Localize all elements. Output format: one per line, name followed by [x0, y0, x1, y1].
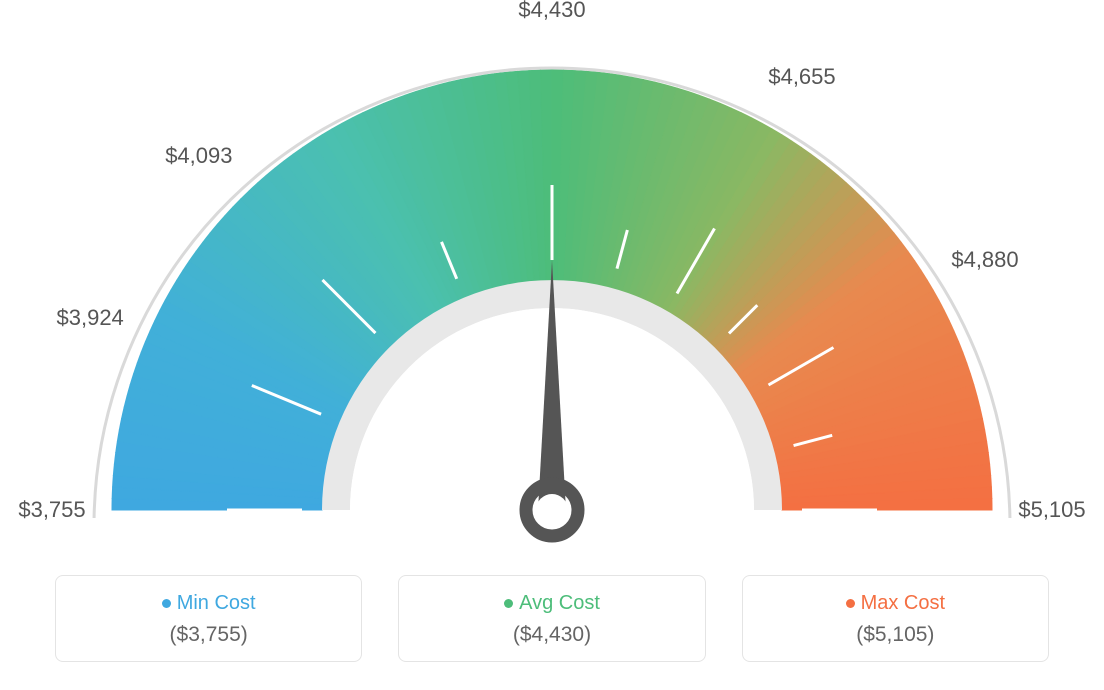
legend-title-avg: Avg Cost: [409, 592, 694, 615]
gauge-chart: $3,755 $3,924 $4,093 $4,430 $4,655 $4,880 $5,1…: [0, 0, 1104, 560]
legend-card-max: Max Cost ($5,105): [742, 575, 1049, 662]
gauge-tick-label: $3,924: [57, 305, 124, 331]
legend-value-min: ($3,755): [66, 623, 351, 647]
legend-row: Min Cost ($3,755) Avg Cost ($4,430) Max …: [55, 575, 1049, 662]
legend-card-avg: Avg Cost ($4,430): [398, 575, 705, 662]
legend-title-text: Max Cost: [861, 592, 945, 614]
gauge-tick-label: $4,430: [518, 0, 585, 23]
gauge-tick-label: $4,093: [165, 143, 232, 169]
legend-card-min: Min Cost ($3,755): [55, 575, 362, 662]
dot-icon: [504, 599, 513, 608]
legend-value-max: ($5,105): [753, 623, 1038, 647]
gauge-tick-label: $5,105: [1018, 497, 1085, 523]
dot-icon: [162, 599, 171, 608]
legend-value-avg: ($4,430): [409, 623, 694, 647]
chart-container: $3,755 $3,924 $4,093 $4,430 $4,655 $4,880 $5,1…: [0, 0, 1104, 690]
legend-title-text: Min Cost: [177, 592, 256, 614]
legend-title-max: Max Cost: [753, 592, 1038, 615]
dot-icon: [846, 599, 855, 608]
gauge-tick-label: $4,880: [951, 247, 1018, 273]
gauge-svg: [0, 0, 1104, 560]
gauge-tick-label: $3,755: [18, 497, 85, 523]
legend-title-min: Min Cost: [66, 592, 351, 615]
gauge-tick-label: $4,655: [768, 64, 835, 90]
legend-title-text: Avg Cost: [519, 592, 600, 614]
